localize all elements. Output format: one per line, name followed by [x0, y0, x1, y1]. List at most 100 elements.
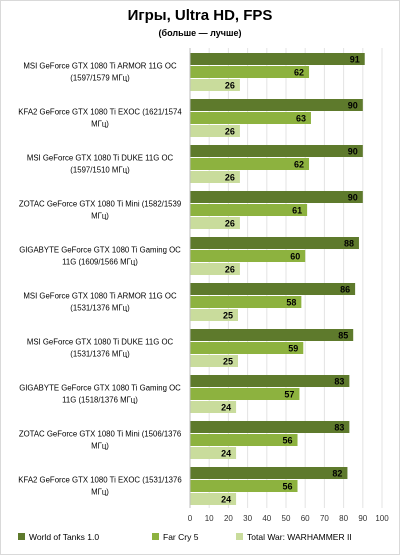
- legend: World of Tanks 1.0 Far Cry 5 Total War: WA…: [18, 532, 352, 542]
- legend-swatch: [18, 533, 25, 540]
- category-label: МГц): [91, 120, 109, 129]
- data-label: 26: [225, 219, 235, 229]
- chart-subtitle: (больше — лучше): [158, 28, 242, 38]
- bar: [190, 145, 363, 157]
- data-label: 88: [344, 239, 354, 249]
- data-label: 62: [294, 68, 304, 78]
- data-label: 57: [284, 390, 294, 400]
- bar: [190, 158, 310, 170]
- data-label: 24: [221, 403, 231, 413]
- bar: [190, 112, 311, 124]
- data-label: 59: [288, 344, 298, 354]
- bar: [190, 329, 354, 341]
- data-label: 25: [223, 311, 233, 321]
- x-axis: 0 10 20 30 40 50 60 70 80 90 100: [188, 48, 389, 523]
- bar: [190, 191, 363, 203]
- data-label: 26: [225, 81, 235, 91]
- x-tick-label: 30: [243, 514, 252, 523]
- bar: [190, 217, 240, 229]
- legend-swatch: [236, 533, 243, 540]
- data-label: 26: [225, 265, 235, 275]
- data-label: 61: [292, 206, 302, 216]
- bar: [190, 493, 237, 505]
- data-label: 82: [332, 469, 342, 479]
- bar: [190, 79, 240, 91]
- category-label: MSI GeForce GTX 1080 Ti ARMOR 11G OC: [23, 292, 177, 301]
- data-label: 58: [286, 298, 296, 308]
- bar: [190, 204, 308, 216]
- data-label: 60: [290, 252, 300, 262]
- bar: [190, 375, 350, 387]
- bar: [190, 434, 298, 446]
- category-label: GIGABYTE GeForce GTX 1080 Ti Gaming OC: [19, 384, 181, 393]
- x-tick-label: 20: [224, 514, 233, 523]
- bar: [190, 421, 350, 433]
- bar: [190, 388, 300, 400]
- data-label: 90: [348, 147, 358, 157]
- x-tick-label: 90: [358, 514, 367, 523]
- bar: [190, 250, 306, 262]
- legend-label: World of Tanks 1.0: [29, 532, 99, 542]
- category-label: MSI GeForce GTX 1080 Ti ARMOR 11G OC: [23, 62, 177, 71]
- category-label: KFA2 GeForce GTX 1080 Ti EXOC (1531/1376: [18, 476, 181, 485]
- bar: [190, 355, 238, 367]
- category-label: (1531/1376 МГц): [70, 350, 130, 359]
- bar: [190, 283, 356, 295]
- category-label: MSI GeForce GTX 1080 Ti DUKE 11G OC: [27, 154, 174, 163]
- category-label: ZOTAC GeForce GTX 1080 Ti Mini (1506/137…: [19, 430, 181, 439]
- data-label: 25: [223, 357, 233, 367]
- bars: 91 62 26 90 63 26 90 62 26 90 61 26 88 60 26 86 58 25 85 59…: [190, 53, 365, 505]
- legend-label: Far Cry 5: [163, 532, 199, 542]
- data-label: 24: [221, 495, 231, 505]
- bar: [190, 66, 310, 78]
- x-tick-label: 50: [282, 514, 291, 523]
- bar: [190, 171, 240, 183]
- bar: [190, 53, 365, 65]
- legend-label: Total War: WARHAMMER II: [247, 532, 352, 542]
- bar: [190, 342, 304, 354]
- bar: [190, 296, 302, 308]
- data-label: 91: [350, 55, 360, 65]
- data-label: 83: [334, 377, 344, 387]
- x-tick-label: 80: [339, 514, 348, 523]
- category-label: GIGABYTE GeForce GTX 1080 Ti Gaming OC: [19, 246, 181, 255]
- x-tick-label: 10: [205, 514, 214, 523]
- bar: [190, 125, 240, 137]
- data-label: 63: [296, 114, 306, 124]
- bar: [190, 237, 359, 249]
- category-label: (1597/1579 МГц): [70, 74, 130, 83]
- data-label: 83: [334, 423, 344, 433]
- bar: [190, 263, 240, 275]
- bar: [190, 99, 363, 111]
- x-tick-label: 0: [188, 514, 193, 523]
- data-label: 90: [348, 101, 358, 111]
- category-label: МГц): [91, 212, 109, 221]
- category-label: 11G (1609/1566 МГц): [62, 258, 138, 267]
- category-label: KFA2 GeForce GTX 1080 Ti EXOC (1621/1574: [18, 108, 182, 117]
- data-label: 56: [283, 436, 293, 446]
- category-label: МГц): [91, 488, 109, 497]
- bar: [190, 467, 348, 479]
- data-label: 85: [338, 331, 348, 341]
- category-label: 11G (1518/1376 МГц): [62, 396, 138, 405]
- data-label: 26: [225, 127, 235, 137]
- x-tick-label: 100: [375, 514, 389, 523]
- category-label: (1597/1510 МГц): [70, 166, 130, 175]
- chart-title: Игры, Ultra HD, FPS: [127, 7, 273, 24]
- category-label: МГц): [91, 442, 109, 451]
- legend-swatch: [152, 533, 159, 540]
- data-label: 62: [294, 160, 304, 170]
- data-label: 56: [283, 482, 293, 492]
- x-tick-label: 70: [320, 514, 329, 523]
- data-label: 90: [348, 193, 358, 203]
- x-tick-label: 60: [301, 514, 310, 523]
- data-label: 86: [340, 285, 350, 295]
- category-label: ZOTAC GeForce GTX 1080 Ti Mini (1582/153…: [19, 200, 181, 209]
- bar: [190, 309, 238, 321]
- category-labels: MSI GeForce GTX 1080 Ti ARMOR 11G OC (159…: [18, 62, 182, 497]
- bar: [190, 480, 298, 492]
- category-label: (1531/1376 МГц): [70, 304, 130, 313]
- data-label: 26: [225, 173, 235, 183]
- bar: [190, 401, 237, 413]
